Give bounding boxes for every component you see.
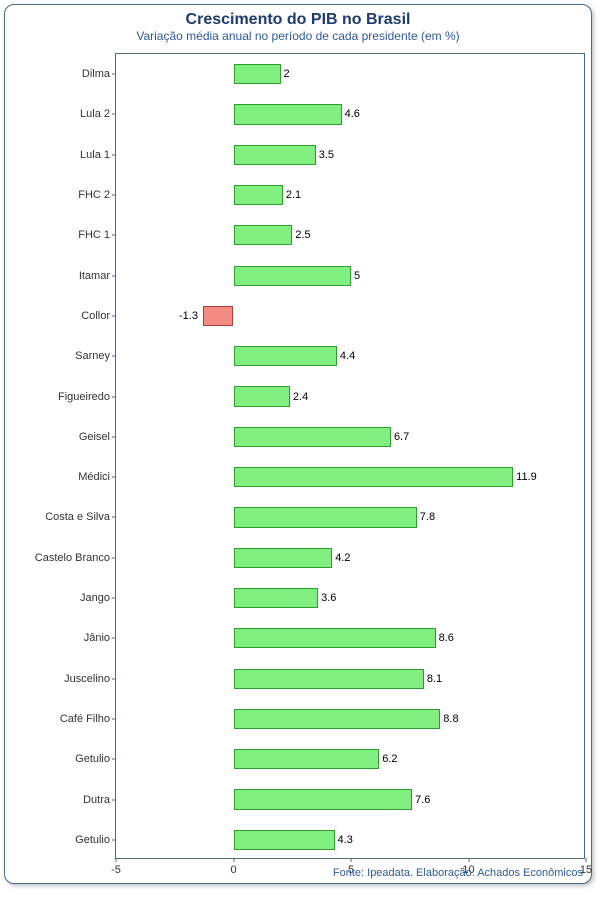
y-tick-label: Dilma [82,68,110,80]
bar-value-label: 7.8 [420,511,435,523]
x-tick-mark [586,858,587,862]
plot-area: -5051015Dilma2Lula 24.6Lula 13.5FHC 22.1… [115,53,585,859]
bar-value-label: 3.5 [319,149,334,161]
bar [234,64,281,84]
bar-value-label: 7.6 [415,794,430,806]
y-tick-label: Médici [78,471,110,483]
x-tick-label: 0 [230,864,236,876]
bar-value-label: 3.6 [321,592,336,604]
bar-value-label: 2.4 [293,391,308,403]
y-tick-label: Getulio [75,834,110,846]
bar [234,225,293,245]
bar [234,830,335,850]
bar-value-label: 2.1 [286,189,301,201]
bar-value-label: 11.9 [516,471,537,483]
x-tick-mark [233,858,234,862]
bar-value-label: 2 [284,68,290,80]
bar [234,789,413,809]
y-tick-label: Itamar [79,270,110,282]
y-tick-label: Sarney [75,350,110,362]
y-tick-label: Costa e Silva [45,511,110,523]
bar [203,306,234,326]
bar-value-label: 4.3 [338,834,353,846]
x-tick-mark [351,858,352,862]
y-tick-mark [112,396,116,397]
x-tick-mark [468,858,469,862]
bar [234,266,352,286]
y-tick-label: Café Filho [60,713,110,725]
y-tick-label: FHC 2 [78,189,110,201]
y-tick-mark [112,557,116,558]
y-tick-label: Geisel [79,431,110,443]
y-tick-mark [112,235,116,236]
chart-subtitle: Variação média anual no período de cada … [5,29,591,47]
chart-footer: Fonte: Ipeadata. Elaboração: Achados Eco… [333,867,583,879]
y-tick-mark [112,114,116,115]
bar [234,427,391,447]
bar-value-label: -1.3 [179,310,198,322]
bar [234,628,436,648]
y-tick-mark [112,275,116,276]
x-tick-label: -5 [111,864,121,876]
bar-value-label: 6.2 [382,753,397,765]
y-tick-label: Juscelino [64,673,110,685]
y-tick-mark [112,477,116,478]
bar [234,749,380,769]
y-tick-mark [112,356,116,357]
y-tick-label: Getulio [75,753,110,765]
y-tick-mark [112,718,116,719]
bar-value-label: 5 [354,270,360,282]
y-tick-mark [112,598,116,599]
y-tick-label: FHC 1 [78,229,110,241]
y-tick-mark [112,195,116,196]
bar-value-label: 8.8 [443,713,458,725]
bar [234,145,316,165]
y-tick-mark [112,799,116,800]
bar [234,548,333,568]
y-tick-label: Figueiredo [58,391,110,403]
chart-title: Crescimento do PIB no Brasil [5,5,591,29]
bar-value-label: 2.5 [295,229,310,241]
bar [234,588,319,608]
bar [234,467,514,487]
y-tick-mark [112,839,116,840]
y-tick-mark [112,436,116,437]
bar-value-label: 4.4 [340,350,355,362]
y-tick-label: Collor [81,310,110,322]
y-tick-label: Jânio [84,632,110,644]
bar [234,669,424,689]
y-tick-label: Jango [80,592,110,604]
y-tick-mark [112,638,116,639]
y-tick-label: Dutra [83,794,110,806]
x-tick-mark [116,858,117,862]
y-tick-label: Lula 1 [80,149,110,161]
y-tick-mark [112,678,116,679]
bar [234,386,290,406]
bar [234,104,342,124]
bar-value-label: 4.6 [345,108,360,120]
bar-value-label: 8.1 [427,673,442,685]
bar-value-label: 6.7 [394,431,409,443]
y-tick-label: Lula 2 [80,108,110,120]
y-tick-mark [112,74,116,75]
bar [234,346,337,366]
y-tick-mark [112,315,116,316]
bar [234,709,441,729]
y-tick-label: Castelo Branco [35,552,110,564]
chart-container: Crescimento do PIB no Brasil Variação mé… [4,4,592,884]
y-tick-mark [112,517,116,518]
bar-value-label: 4.2 [335,552,350,564]
y-tick-mark [112,154,116,155]
y-tick-mark [112,759,116,760]
bar [234,507,417,527]
bar [234,185,283,205]
bar-value-label: 8.6 [439,632,454,644]
